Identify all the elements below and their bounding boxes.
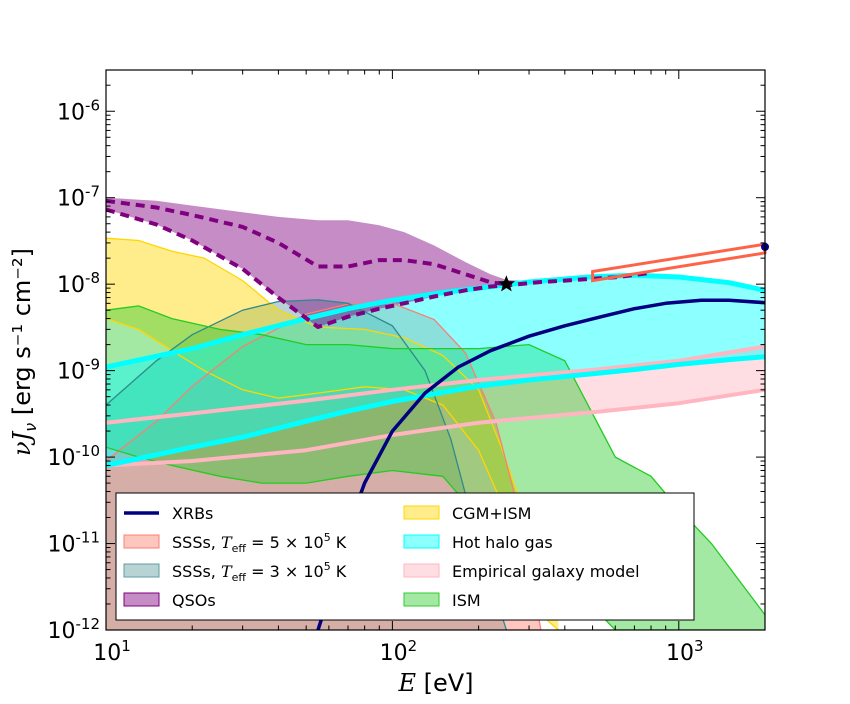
legend-swatch-emp xyxy=(403,563,440,578)
legend-swatch-sss3 xyxy=(123,563,160,578)
legend-swatch-halo xyxy=(403,534,440,549)
x-tick-label-2: 103 xyxy=(666,637,704,666)
y-tick-label-2: 10-10 xyxy=(48,442,101,471)
cgm_outline-top xyxy=(106,237,560,613)
y-tick-label-5: 10-7 xyxy=(57,183,100,212)
legend-label-cgm: CGM+ISM xyxy=(452,504,531,523)
ticks-layer: 101 102 103 10-12 10-11 10-10 10-9 10-8 10-7 10-6 xyxy=(48,69,766,666)
obs_star xyxy=(497,275,515,292)
legend-swatch-qso xyxy=(123,592,160,607)
qso_band xyxy=(106,197,651,327)
emp_band xyxy=(106,346,765,466)
plot-frame xyxy=(105,69,766,631)
sss3_outline-top xyxy=(106,299,508,630)
legend-label-halo: Hot halo gas xyxy=(452,533,553,552)
legend-swatch-sss5 xyxy=(123,534,160,549)
y-tick-label-0: 10-12 xyxy=(48,615,101,644)
y-tick-label-3: 10-9 xyxy=(57,356,100,385)
legend-swatch-cgm xyxy=(403,505,440,520)
legend-label-xrb: XRBs xyxy=(172,504,213,523)
x-tick-label-1: 102 xyxy=(380,637,418,666)
axis-titles: E [eV] νJν [erg s⁻¹ cm⁻²] xyxy=(8,248,474,697)
legend-box xyxy=(115,492,695,621)
legend-label-ism: ISM xyxy=(452,591,481,610)
y-tick-label-1: 10-11 xyxy=(48,529,101,558)
legend-label-sss3: SSSs, Teff = 3 × 105 K xyxy=(172,560,347,584)
y-tick-label-6: 10-6 xyxy=(57,96,100,125)
x-tick-label-0: 101 xyxy=(93,637,131,666)
y-tick-label-4: 10-8 xyxy=(57,269,100,298)
legend-label-qso: QSOs xyxy=(172,591,216,610)
legend-label-emp: Empirical galaxy model xyxy=(452,562,640,581)
x-axis-title: E [eV] xyxy=(397,669,473,697)
legend-label-sss5: SSSs, Teff = 5 × 105 K xyxy=(172,531,347,555)
emp_lower_line xyxy=(106,387,765,468)
halo_lower_line xyxy=(106,354,765,468)
legend-swatch-ism xyxy=(403,592,440,607)
halo_band xyxy=(106,275,765,466)
cgm_band xyxy=(106,238,559,630)
qso_lower_dash xyxy=(106,207,652,329)
y-axis-title: νJν [erg s⁻¹ cm⁻²] xyxy=(8,248,40,456)
legend: XRBs SSSs, Teff = 5 × 105 K SSSs, Teff = 3… xyxy=(115,492,695,621)
